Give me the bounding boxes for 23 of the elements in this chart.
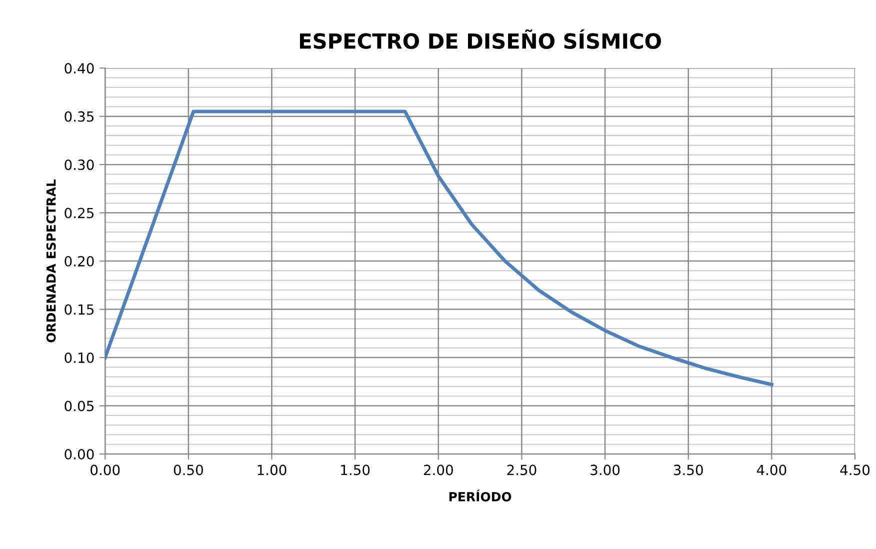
y-tick-label: 0.00 xyxy=(64,448,94,460)
y-tick-label: 0.35 xyxy=(64,111,94,122)
y-tick-label: 0.20 xyxy=(64,256,94,267)
y-tick-label: 0.05 xyxy=(64,400,94,412)
chart-title: ESPECTRO DE DISEÑO SÍSMICO xyxy=(300,29,661,49)
x-tick-label: 3.00 xyxy=(590,464,620,476)
y-axis-title: ORDENADA ESPECTRAL xyxy=(46,179,56,342)
y-tick-label: 0.10 xyxy=(64,352,94,364)
x-tick-label: 2.50 xyxy=(507,464,536,476)
line-series xyxy=(105,110,774,386)
x-axis-title: PERÍODO xyxy=(449,490,512,502)
y-tick-label: 0.15 xyxy=(64,304,94,315)
x-tick-label: 4.00 xyxy=(756,464,786,476)
y-tick-label: 0.40 xyxy=(64,63,94,74)
y-tick-label: 0.25 xyxy=(64,208,94,218)
x-tick-label: 2.00 xyxy=(424,464,453,476)
x-tick-label: 3.50 xyxy=(674,464,703,476)
y-tick-label: 0.30 xyxy=(64,160,94,170)
x-tick-label: 1.00 xyxy=(258,464,286,476)
x-tick-label: 1.50 xyxy=(341,464,370,476)
x-tick-label: 4.50 xyxy=(840,464,870,476)
x-tick-label: 0.50 xyxy=(174,464,203,476)
x-tick-label: 0.00 xyxy=(90,464,120,476)
